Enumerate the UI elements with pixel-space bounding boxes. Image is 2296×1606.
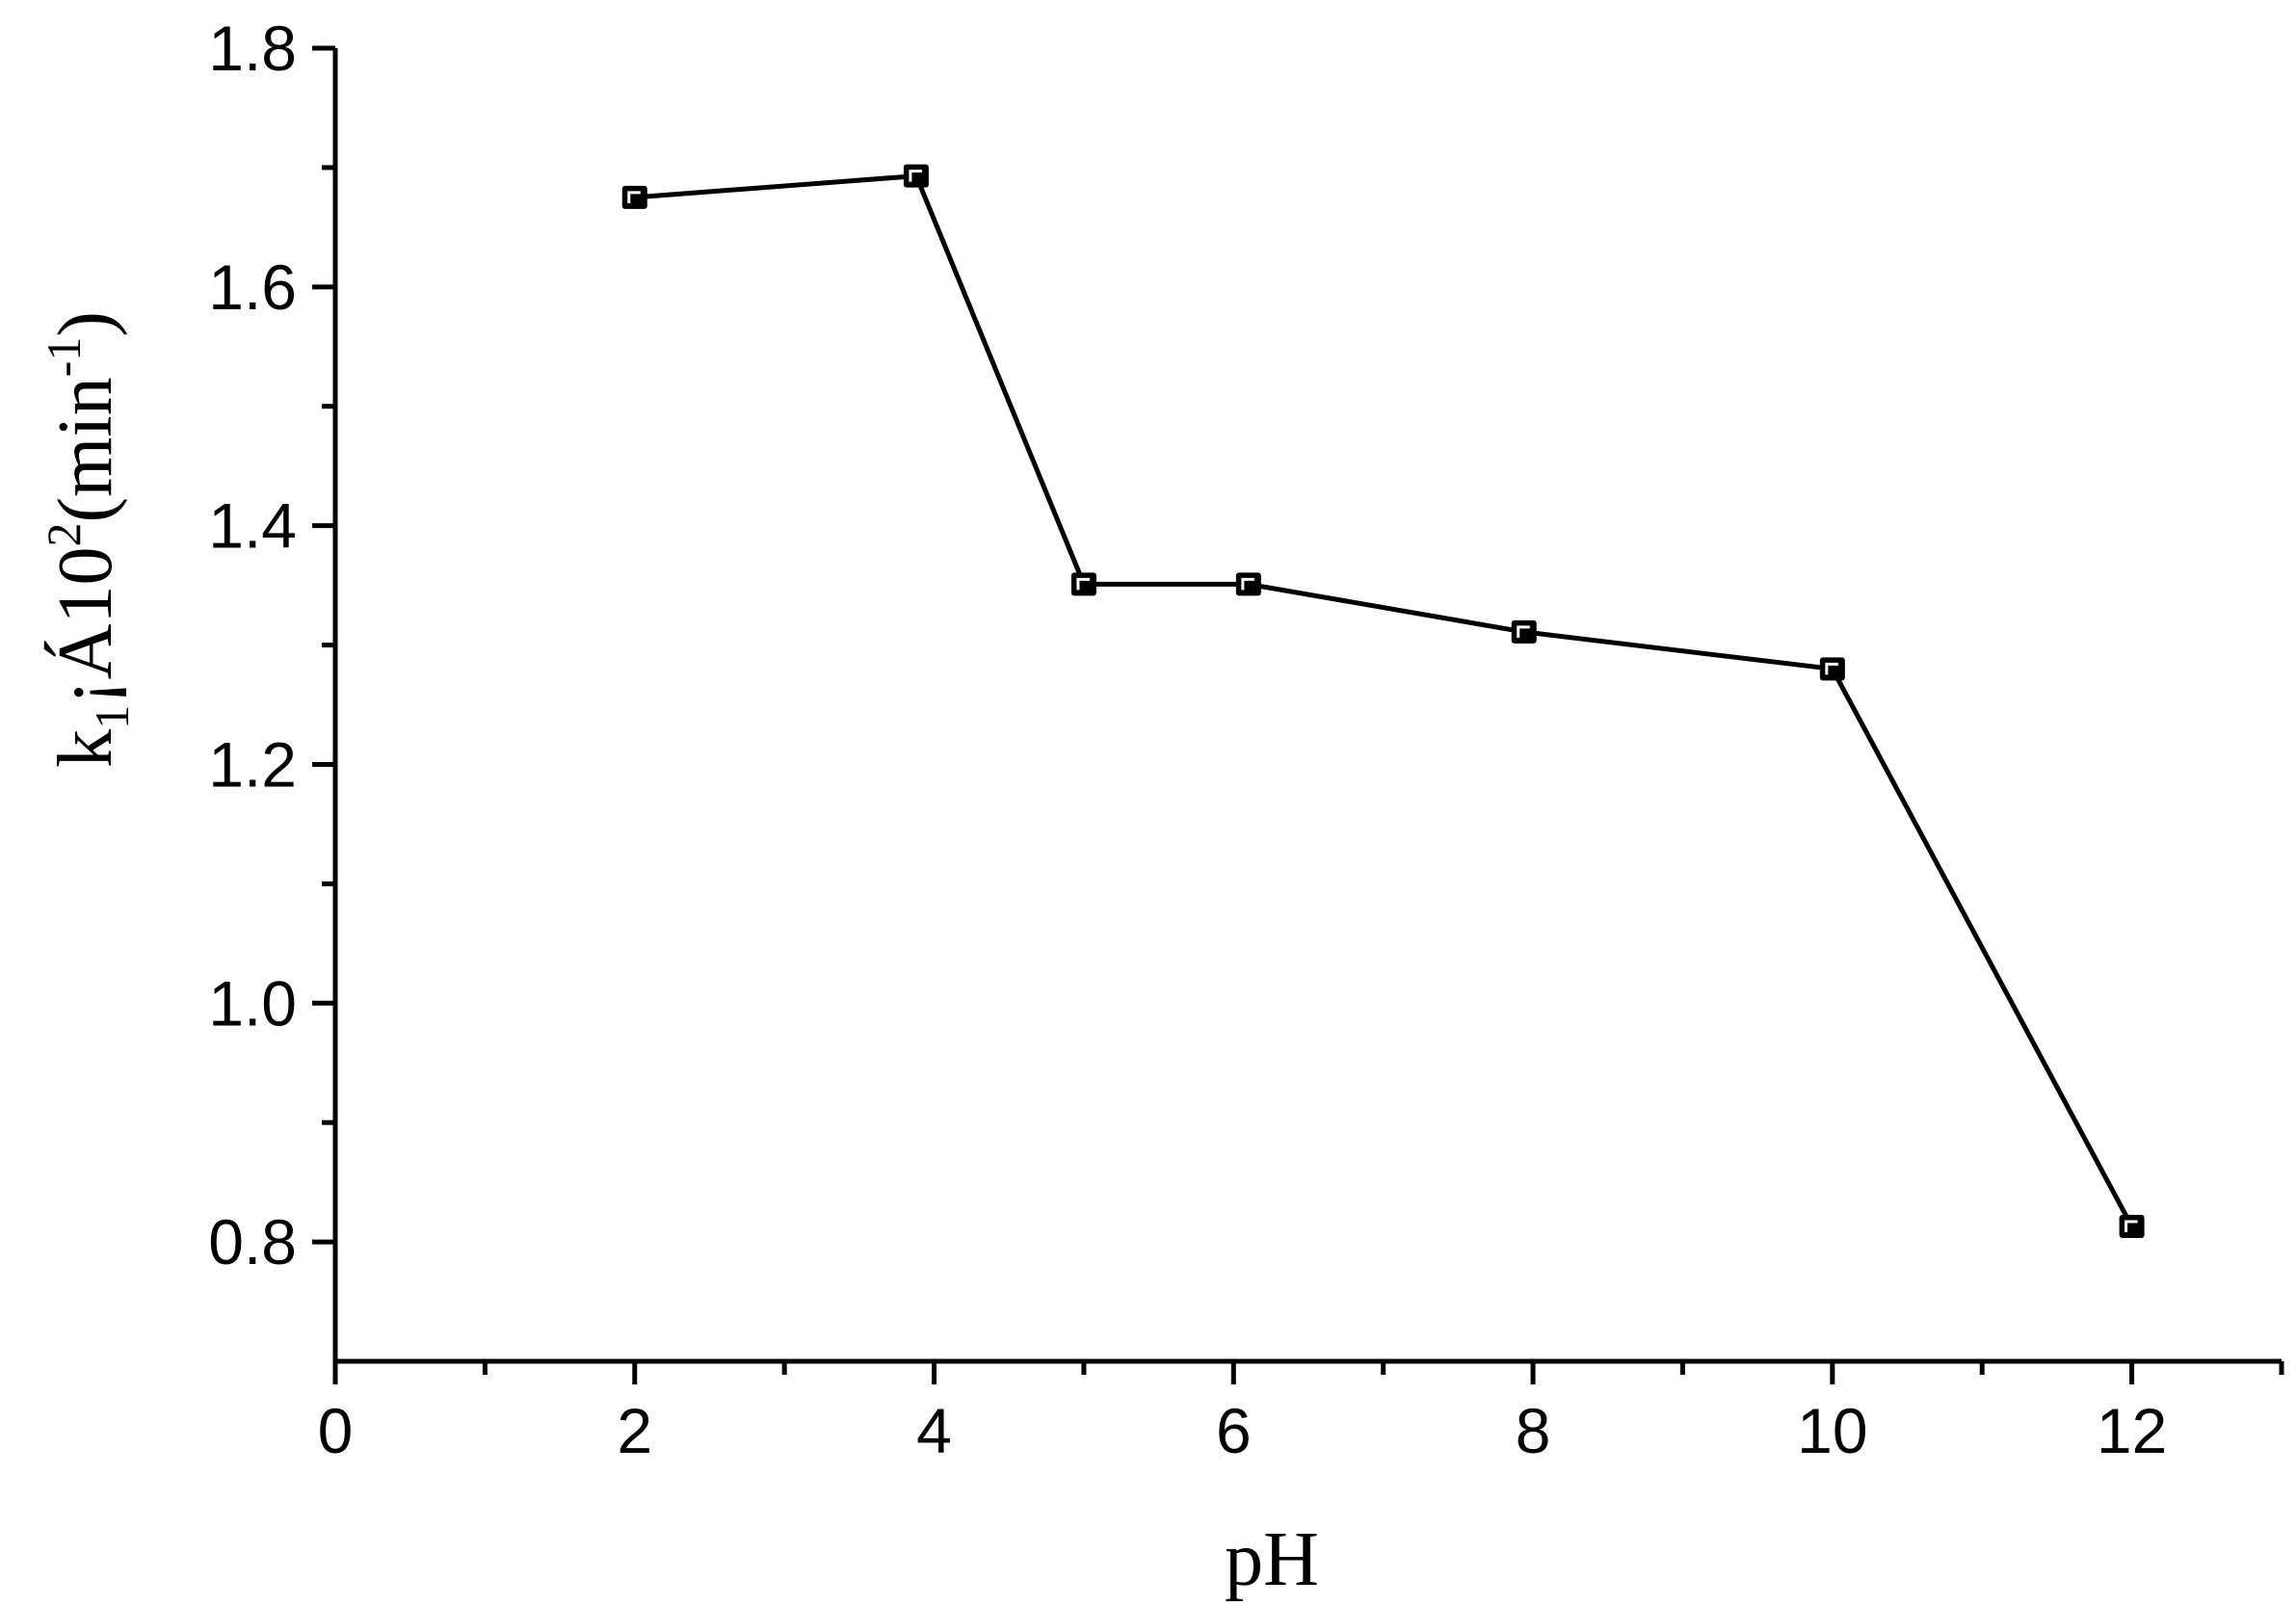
marker-highlight [2124, 1220, 2138, 1232]
data-point-marker [621, 185, 647, 209]
labels-group: 0 2 4 6 8 10 12 0.8 1.0 1.2 1.4 1.6 1.8 [208, 13, 2167, 1466]
y-axis-title-mid-sup: 2 [37, 522, 91, 546]
marker-square [1819, 657, 1845, 681]
y-tick-label: 1.6 [208, 251, 297, 323]
y-axis-title-base-sub: 1 [85, 705, 139, 729]
y-tick-label: 1.2 [208, 728, 297, 800]
data-point-marker [1235, 572, 1261, 596]
data-point-marker [1070, 572, 1096, 596]
y-tick-label: 1.8 [208, 13, 297, 84]
y-axis-title-close: ) [43, 311, 128, 337]
marker-square [2119, 1214, 2145, 1238]
y-tick-label: 0.8 [208, 1206, 297, 1277]
marker-square [1235, 572, 1261, 596]
y-axis-title-unit: (min [43, 377, 128, 522]
marker-square [1070, 572, 1096, 596]
marker-highlight [627, 191, 641, 203]
x-tick-label: 8 [1516, 1395, 1551, 1466]
series-line [634, 172, 2134, 1228]
data-point-marker [1819, 657, 1845, 681]
x-tick-label: 6 [1216, 1395, 1252, 1466]
x-tick-label: 12 [2097, 1395, 2167, 1466]
marker-square [621, 185, 647, 209]
y-axis-title-mid: ¡Á10 [43, 546, 128, 704]
y-tick-label: 1.0 [208, 967, 297, 1039]
data-point-marker [903, 164, 929, 188]
y-axis-title: k1¡Á102(min-1) [37, 311, 139, 768]
data-point-marker [1511, 619, 1537, 644]
x-tick-label: 4 [916, 1395, 952, 1466]
y-tick-label: 1.4 [208, 490, 297, 562]
marker-highlight [1517, 625, 1530, 638]
marker-highlight [909, 170, 922, 182]
axes-group [312, 45, 2284, 1384]
marker-square [1511, 619, 1537, 644]
marker-highlight [1825, 662, 1838, 675]
marker-highlight [1076, 577, 1090, 591]
data-point-marker [2119, 1214, 2145, 1238]
x-tick-label: 0 [318, 1395, 354, 1466]
marker-highlight [1241, 577, 1254, 591]
x-axis-title: pH [1225, 1517, 1319, 1602]
y-axis-title-unit-sup: -1 [37, 337, 91, 378]
marker-square [903, 164, 929, 188]
series-group [621, 164, 2145, 1238]
x-tick-label: 10 [1797, 1395, 1867, 1466]
x-tick-label: 2 [617, 1395, 652, 1466]
y-axis-title-base: k [43, 729, 128, 768]
